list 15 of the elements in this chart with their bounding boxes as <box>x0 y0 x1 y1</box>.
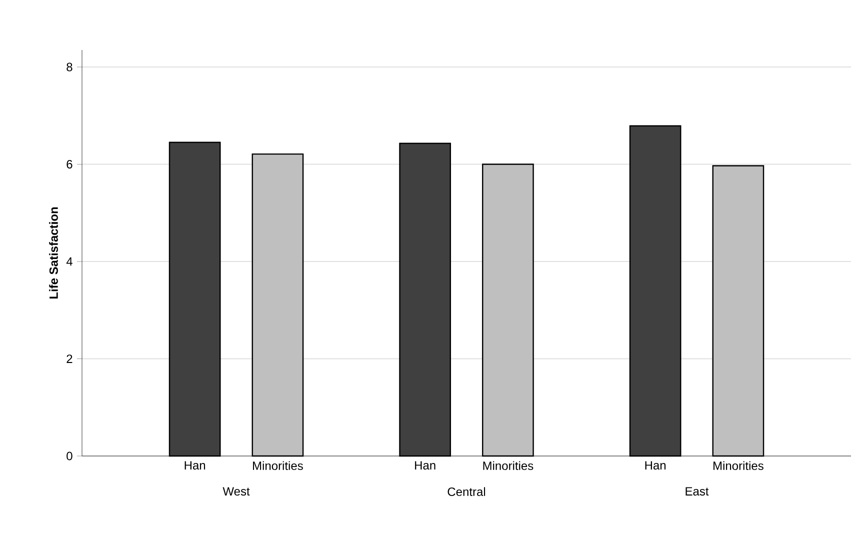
y-tick-label: 6 <box>66 160 72 169</box>
text: Minorities <box>714 461 764 470</box>
text: Han <box>415 461 436 470</box>
x-tick-label: East <box>686 487 709 496</box>
text: Minorities <box>483 461 534 470</box>
x-tick-label: West <box>222 487 250 496</box>
y-tick-label: 8 <box>66 62 72 72</box>
y-tick-label: 0 <box>66 452 72 460</box>
y-axis-title: Life Satisfaction <box>49 207 58 299</box>
x-tick-label: Central <box>448 487 486 496</box>
y-tick-label: 4 <box>66 257 72 266</box>
y-tick-label: 2 <box>66 354 72 363</box>
text: Han <box>645 461 666 470</box>
series-label: Minorities <box>253 461 303 470</box>
series-label: Han <box>184 461 206 470</box>
